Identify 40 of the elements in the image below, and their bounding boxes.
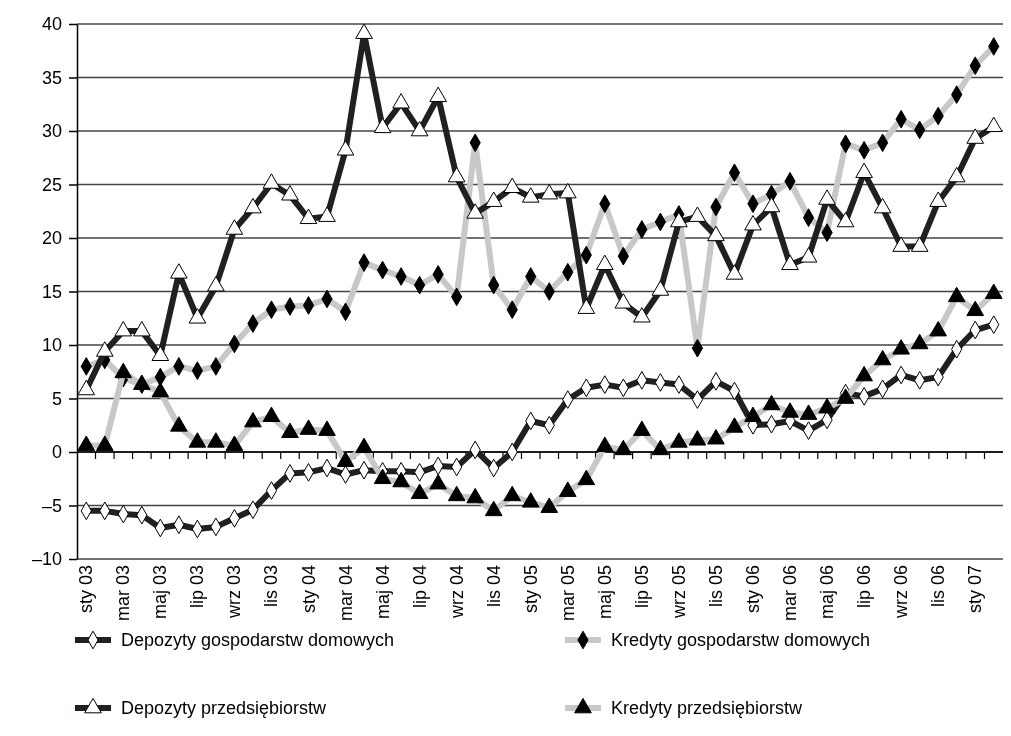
- x-tick-label: mar 06: [780, 565, 801, 622]
- x-tick-label: lip 06: [854, 565, 875, 609]
- x-tick-label: lis 04: [483, 565, 504, 608]
- x-tick-label: maj 05: [594, 565, 615, 620]
- y-tick-label: 40: [41, 14, 62, 35]
- legend-label: Kredyty przedsiębiorstw: [611, 698, 804, 718]
- legend-label: Depozyty gospodarstw domowych: [121, 630, 395, 650]
- y-tick-label: 30: [41, 121, 62, 142]
- x-tick-label: sty 05: [520, 565, 541, 614]
- y-tick-label: –5: [41, 495, 62, 516]
- x-tick-label: lip 03: [187, 565, 208, 609]
- x-tick-label: maj 04: [372, 565, 393, 620]
- y-tick-label: 5: [51, 388, 62, 409]
- x-tick-label: sty 06: [742, 565, 763, 614]
- y-tick-label: 20: [41, 228, 62, 249]
- x-tick-label: wrz 06: [891, 565, 912, 620]
- x-tick-label: lis 05: [705, 565, 726, 608]
- x-tick-label: maj 06: [817, 565, 838, 620]
- x-tick-label: lip 05: [631, 565, 652, 609]
- x-tick-label: maj 03: [150, 565, 171, 620]
- x-tick-label: mar 03: [113, 565, 134, 622]
- y-tick-label: 0: [51, 442, 62, 463]
- x-tick-label: lip 04: [409, 565, 430, 609]
- x-tick-label: lis 03: [261, 565, 282, 608]
- x-tick-label: mar 04: [335, 565, 356, 622]
- legend-label: Kredyty gospodarstw domowych: [611, 630, 871, 650]
- x-tick-label: sty 03: [76, 565, 97, 614]
- x-tick-label: wrz 05: [668, 565, 689, 620]
- x-tick-label: wrz 04: [446, 565, 467, 620]
- x-tick-label: sty 04: [298, 565, 319, 614]
- x-tick-label: wrz 03: [224, 565, 245, 620]
- y-tick-label: 25: [41, 174, 62, 195]
- x-tick-label: mar 05: [557, 565, 578, 622]
- y-tick-label: 15: [41, 281, 62, 302]
- x-tick-label: sty 07: [965, 565, 986, 614]
- y-tick-label: 10: [41, 335, 62, 356]
- legend-label: Depozyty przedsiębiorstw: [121, 698, 328, 718]
- y-tick-label: –10: [31, 549, 62, 570]
- x-tick-label: lis 06: [928, 565, 949, 608]
- y-tick-label: 35: [41, 67, 62, 88]
